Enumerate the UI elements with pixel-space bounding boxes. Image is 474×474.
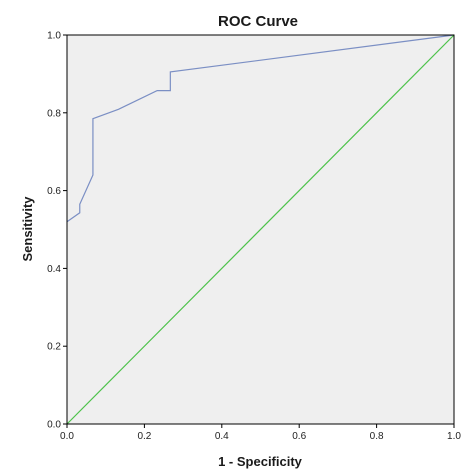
ticks-layer: 0.0 0.2 0.4 0.6 0.8 1.0 0.0 0.2 0.4 0.6 0.8 1.0 — [47, 31, 461, 443]
y-tick-label: 0.2 — [47, 342, 61, 353]
chart-title: ROC Curve — [218, 13, 298, 30]
x-tick-label: 0.0 — [60, 431, 74, 442]
y-tick-label: 0.6 — [47, 186, 61, 197]
x-tick-label: 0.2 — [137, 431, 151, 442]
x-tick-label: 0.8 — [370, 431, 384, 442]
plot-frame — [66, 34, 455, 425]
x-tick-label: 1.0 — [447, 431, 461, 442]
x-tick-label: 0.4 — [215, 431, 229, 442]
reference-diagonal-line — [66, 34, 455, 425]
x-tick-label: 0.6 — [292, 431, 306, 442]
x-axis-label: 1 - Specificity — [218, 454, 303, 469]
series-layer — [66, 34, 455, 425]
y-axis-label: Sensitivity — [20, 196, 35, 262]
y-tick-label: 0.8 — [47, 108, 61, 119]
roc-curve-line — [66, 34, 455, 223]
y-tick-label: 0.4 — [47, 264, 61, 275]
y-tick-label: 1.0 — [47, 31, 61, 42]
y-tick-label: 0.0 — [47, 420, 61, 431]
